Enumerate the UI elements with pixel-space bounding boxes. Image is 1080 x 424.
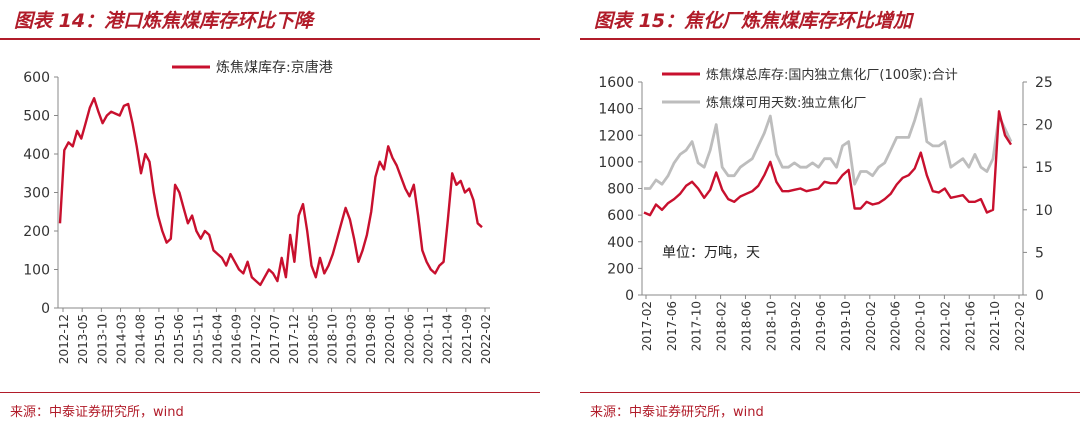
- chart-panel-port-inventory: 图表 14：港口炼焦煤库存环比下降 0 100 200 300 400 500 600 201…: [0, 10, 540, 420]
- source-divider: [580, 392, 1080, 393]
- x-tick-label: 2013-10: [95, 314, 109, 364]
- y-tick-label: 100: [23, 263, 50, 279]
- series-usable-days: [644, 97, 1013, 190]
- x-tick-label: 2020-01: [383, 314, 397, 364]
- title-divider: [580, 38, 1080, 40]
- y-left-tick-label: 0: [625, 288, 634, 304]
- x-tick-label: 2017-07: [268, 314, 282, 364]
- x-tick-label: 2019-03: [345, 314, 359, 364]
- legend-label-total-inventory: 炼焦煤总库存:国内独立焦化厂(100家):合计: [706, 67, 958, 83]
- y-right-tick-label: 15: [1035, 160, 1053, 176]
- x-tick-label: 2020-06: [402, 314, 416, 364]
- y-left-tick-label: 200: [607, 261, 634, 277]
- x-tick-label: 2021-10: [988, 301, 1002, 351]
- chart-title: 图表 15：焦化厂炼焦煤库存环比增加: [594, 10, 913, 32]
- y-left-tick-label: 1000: [598, 155, 634, 171]
- legend-label-usable-days: 炼焦煤可用天数:独立焦化厂: [706, 96, 866, 111]
- x-tick-label: 2016-04: [210, 314, 224, 364]
- y-tick-label: 0: [41, 301, 50, 317]
- x-tick-label: 2017-02: [249, 314, 263, 364]
- unit-annotation: 单位：万吨，天: [662, 245, 760, 261]
- x-tick-label: 2014-03: [115, 314, 129, 364]
- y-tick-label: 600: [23, 70, 50, 86]
- title-divider: [0, 38, 540, 40]
- x-tick-label: 2021-04: [441, 314, 455, 364]
- x-tick-label: 2020-02: [864, 301, 878, 351]
- x-tick-label: 2015-06: [172, 314, 186, 364]
- x-tick-label: 2020-11: [421, 314, 435, 364]
- x-tick-label: 2015-01: [153, 314, 167, 364]
- y-left-tick-label: 600: [607, 208, 634, 224]
- y-left-tick-label: 1400: [598, 102, 634, 118]
- x-tick-label: 2018-10: [326, 314, 340, 364]
- legend-label: 炼焦煤库存:京唐港: [216, 59, 333, 76]
- y-right-tick-label: 5: [1035, 245, 1044, 261]
- x-tick-label: 2013-05: [76, 314, 90, 364]
- y-tick-label: 400: [23, 147, 50, 163]
- x-tick-label: 2020-06: [889, 301, 903, 351]
- y-tick-label: 500: [23, 109, 50, 125]
- series-jingtang-port-inventory: [58, 96, 483, 287]
- x-tick-label: 2022-02: [479, 314, 493, 364]
- x-tick-label: 2022-02: [1013, 301, 1027, 351]
- x-tick-label: 2014-08: [134, 314, 148, 364]
- chart-title: 图表 14：港口炼焦煤库存环比下降: [14, 10, 314, 32]
- series-total-inventory: [643, 110, 1013, 217]
- y-right-tick-label: 25: [1035, 75, 1053, 91]
- x-tick-label: 2019-02: [789, 301, 803, 351]
- chart-source: 来源：中泰证券研究所，wind: [590, 405, 764, 420]
- x-tick-label: 2017-02: [640, 301, 654, 351]
- x-tick-label: 2015-11: [191, 314, 205, 364]
- y-tick-label: 200: [23, 224, 50, 240]
- source-divider: [0, 392, 540, 393]
- y-tick-label: 300: [23, 186, 50, 202]
- y-left-tick-label: 1600: [598, 75, 634, 91]
- x-tick-label: 2017-10: [690, 301, 704, 351]
- y-right-tick-label: 10: [1035, 203, 1053, 219]
- y-right-tick-label: 0: [1035, 288, 1044, 304]
- y-left-tick-label: 800: [607, 182, 634, 198]
- x-tick-label: 2017-12: [287, 314, 301, 364]
- x-tick-label: 2017-06: [665, 301, 679, 351]
- y-left-tick-label: 1200: [598, 128, 634, 144]
- y-left-tick-label: 400: [607, 235, 634, 251]
- chart-port-coking-coal-inventory: 0 100 200 300 400 500 600 2012-12 2013-05 2013-10…: [23, 59, 493, 364]
- x-tick-label: 2021-09: [460, 314, 474, 364]
- x-tick-label: 2018-02: [715, 301, 729, 351]
- x-tick-label: 2019-10: [839, 301, 853, 351]
- y-right-tick-label: 20: [1035, 118, 1053, 134]
- x-tick-label: 2020-10: [914, 301, 928, 351]
- chart-source: 来源：中泰证券研究所，wind: [10, 405, 184, 420]
- x-tick-label: 2019-06: [814, 301, 828, 351]
- x-tick-label: 2018-06: [739, 301, 753, 351]
- x-tick-label: 2016-09: [230, 314, 244, 364]
- x-tick-label: 2019-08: [364, 314, 378, 364]
- chart-panel-coking-plant-inventory: 图表 15：焦化厂炼焦煤库存环比增加 0 200 400 600 800 1000 1200…: [580, 0, 1080, 424]
- x-tick-label: 2018-10: [764, 301, 778, 351]
- x-tick-label: 2012-12: [57, 314, 71, 364]
- x-tick-label: 2021-02: [938, 301, 952, 351]
- x-tick-label: 2021-06: [963, 301, 977, 351]
- x-tick-label: 2018-05: [306, 314, 320, 364]
- chart-coking-plant-inventory: 0 200 400 600 800 1000 1200 1400 1600 0 5 10 15 20 25 2…: [598, 67, 1053, 351]
